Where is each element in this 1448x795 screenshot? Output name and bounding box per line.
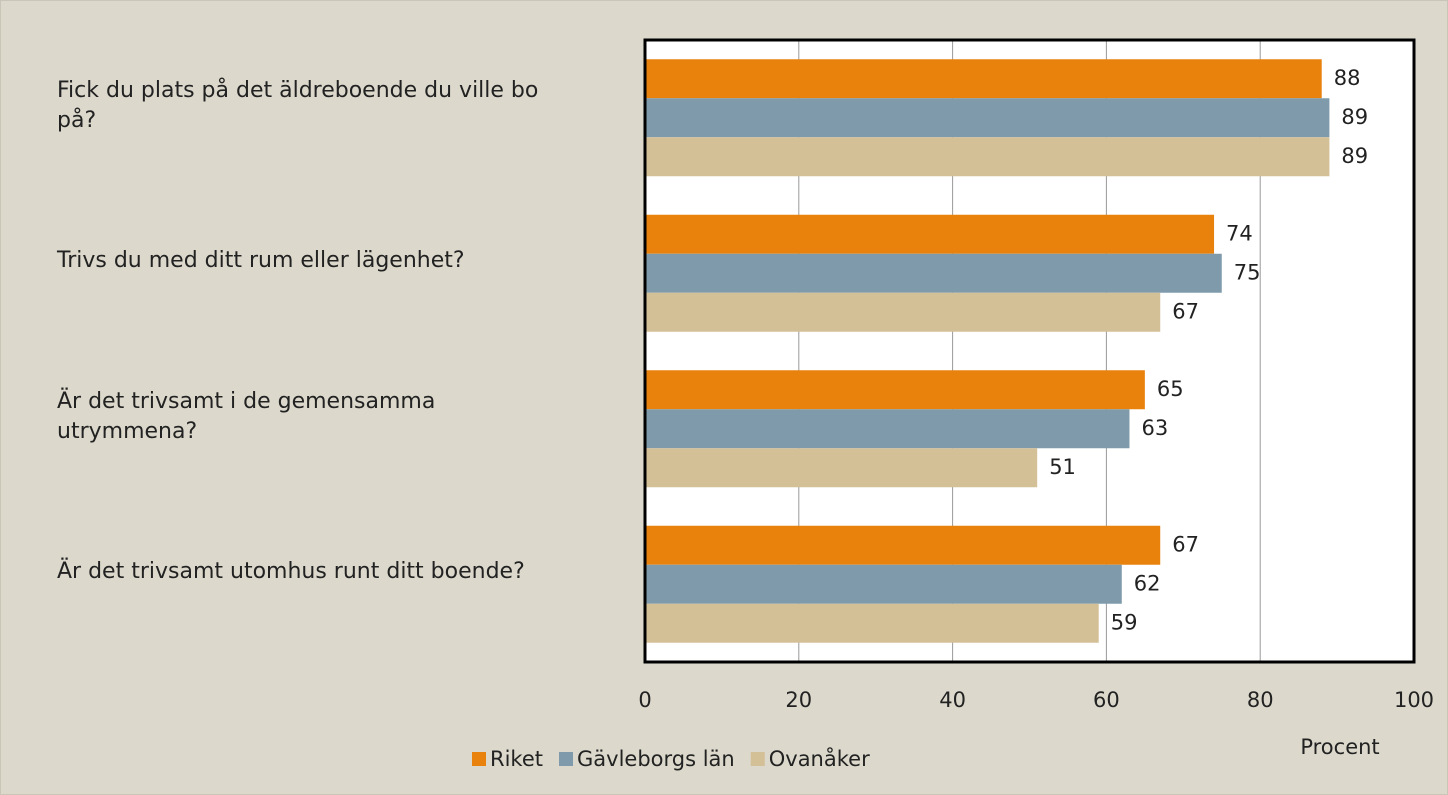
plot-border xyxy=(643,38,1416,664)
legend-label: Riket xyxy=(490,747,543,771)
value-label: 88 xyxy=(1334,66,1361,90)
value-label: 59 xyxy=(1111,610,1138,634)
x-tick-label: 0 xyxy=(638,688,651,712)
bar xyxy=(645,98,1330,138)
x-tick-label: 40 xyxy=(939,688,966,712)
bar xyxy=(645,370,1145,410)
x-tick-label: 20 xyxy=(785,688,812,712)
value-label: 63 xyxy=(1141,416,1168,440)
value-label: 62 xyxy=(1134,571,1161,595)
bar xyxy=(645,137,1330,177)
legend-swatch xyxy=(472,752,486,766)
legend-label: Ovanåker xyxy=(769,746,870,771)
bar xyxy=(645,214,1215,254)
bar xyxy=(645,603,1099,643)
category-label: Är det trivsamt utomhus runt ditt boende… xyxy=(57,559,525,585)
value-label: 67 xyxy=(1172,532,1199,556)
x-tick-label: 80 xyxy=(1247,688,1274,712)
value-label: 67 xyxy=(1172,299,1199,323)
bar xyxy=(645,564,1122,604)
bar xyxy=(645,292,1161,332)
legend-swatch xyxy=(559,752,573,766)
value-label: 65 xyxy=(1157,377,1184,401)
legend-label: Gävleborgs län xyxy=(577,747,735,771)
bar xyxy=(645,409,1130,449)
bar xyxy=(645,448,1038,488)
value-label: 75 xyxy=(1234,260,1261,284)
bar xyxy=(645,253,1222,293)
x-tick-label: 100 xyxy=(1394,688,1434,712)
category-label: Trivs du med ditt rum eller lägenhet? xyxy=(57,248,465,274)
value-label: 89 xyxy=(1341,105,1368,129)
x-axis-label: Procent xyxy=(1300,735,1379,759)
value-label: 89 xyxy=(1341,144,1368,168)
category-label: Fick du plats på det äldreboende du vill… xyxy=(57,77,539,133)
value-label: 51 xyxy=(1049,455,1076,479)
x-tick-label: 60 xyxy=(1093,688,1120,712)
category-label: Är det trivsamt i de gemensamma utrymmen… xyxy=(57,388,436,444)
legend-swatch xyxy=(750,752,765,766)
bar xyxy=(645,59,1322,99)
bar xyxy=(645,525,1161,565)
value-label: 74 xyxy=(1226,221,1253,245)
